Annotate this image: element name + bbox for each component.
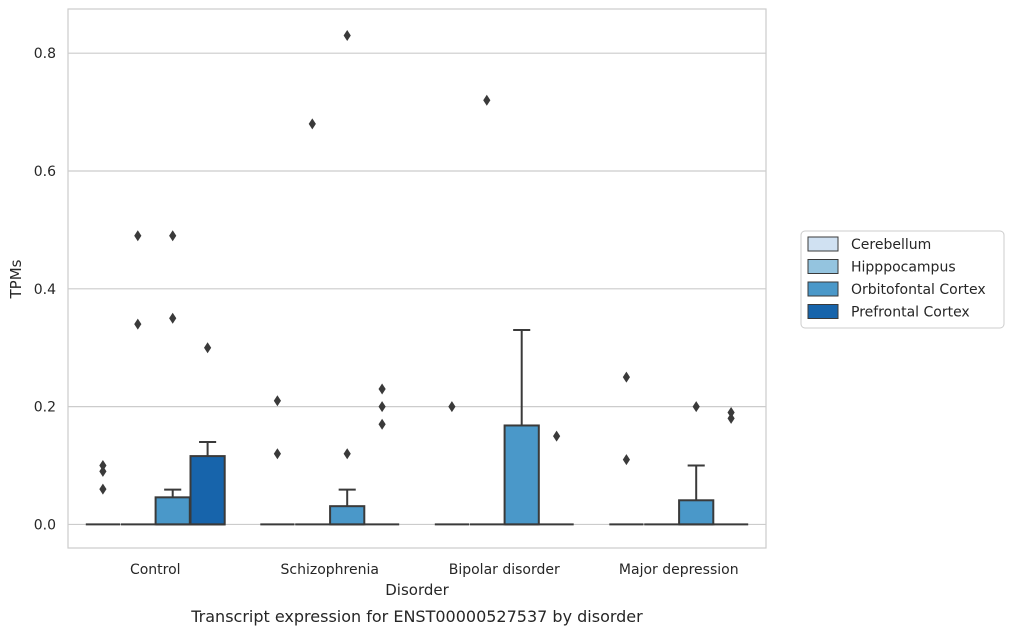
outlier-point (448, 401, 456, 413)
outlier-point (692, 401, 700, 413)
legend-swatch (807, 236, 839, 252)
x-tick-label: Major depression (619, 562, 739, 578)
legend-label: Hipppocampus (851, 260, 956, 276)
x-axis-label: Disorder (385, 581, 449, 599)
legend-swatch (807, 259, 839, 274)
box-orbitofontal-cortex (503, 329, 540, 526)
x-tick-label: Bipolar disorder (449, 562, 560, 578)
y-axis-label: TPMs (7, 259, 25, 299)
outlier-point (169, 230, 177, 242)
box-prefrontal-cortex (189, 440, 226, 526)
legend-swatch (807, 304, 839, 319)
outlier-point (99, 483, 107, 495)
boxes (85, 329, 749, 526)
outlier-point (378, 418, 386, 430)
outlier-point (622, 454, 630, 466)
legend-swatch (807, 281, 839, 297)
outlier-points (99, 30, 735, 495)
x-tick-label: Schizophrenia (281, 562, 379, 578)
outlier-point (553, 430, 561, 442)
plot-area-frame (67, 8, 767, 549)
outlier-point (622, 371, 630, 383)
box-orbitofontal-cortex (678, 464, 715, 526)
outlier-point (204, 342, 212, 354)
legend: Cerebellum Hipppocampus Orbitofontal Corte… (800, 230, 1005, 329)
x-tick-labels: Control Schizophrenia Bipolar disorder Majo… (130, 562, 739, 578)
y-tick-label: 0.4 (34, 282, 56, 298)
outlier-point (378, 401, 386, 413)
y-tick-label: 0.8 (34, 46, 56, 62)
legend-frame (800, 230, 1005, 329)
outlier-point (727, 412, 735, 424)
legend-label: Cerebellum (851, 237, 931, 253)
box-orbitofontal-cortex (154, 488, 191, 526)
gridlines (68, 52, 766, 526)
outlier-point (99, 460, 107, 472)
outlier-point (273, 448, 281, 460)
outlier-point (169, 312, 177, 324)
outlier-point (99, 465, 107, 477)
box-body (503, 424, 540, 526)
y-tick-label: 0.6 (34, 164, 56, 180)
box-orbitofontal-cortex (329, 488, 366, 526)
x-tick-label: Control (130, 562, 181, 578)
outlier-point (727, 407, 735, 419)
outlier-point (378, 383, 386, 395)
box-body (154, 496, 191, 526)
outlier-point (134, 230, 142, 242)
outlier-point (483, 94, 491, 106)
box-body (189, 455, 226, 526)
legend-label: Prefrontal Cortex (851, 305, 970, 321)
box-body (678, 499, 715, 526)
box-body (329, 505, 366, 526)
outlier-point (134, 318, 142, 330)
y-tick-label: 0.2 (34, 400, 56, 416)
outlier-point (343, 448, 351, 460)
outlier-point (343, 30, 351, 42)
chart-caption: Transcript expression for ENST0000052753… (190, 607, 643, 626)
outlier-point (273, 395, 281, 407)
y-tick-label: 0.0 (34, 517, 56, 533)
y-tick-labels: 0.0 0.2 0.4 0.6 0.8 (34, 46, 56, 533)
legend-label: Orbitofontal Cortex (851, 282, 986, 298)
outlier-point (308, 118, 316, 130)
